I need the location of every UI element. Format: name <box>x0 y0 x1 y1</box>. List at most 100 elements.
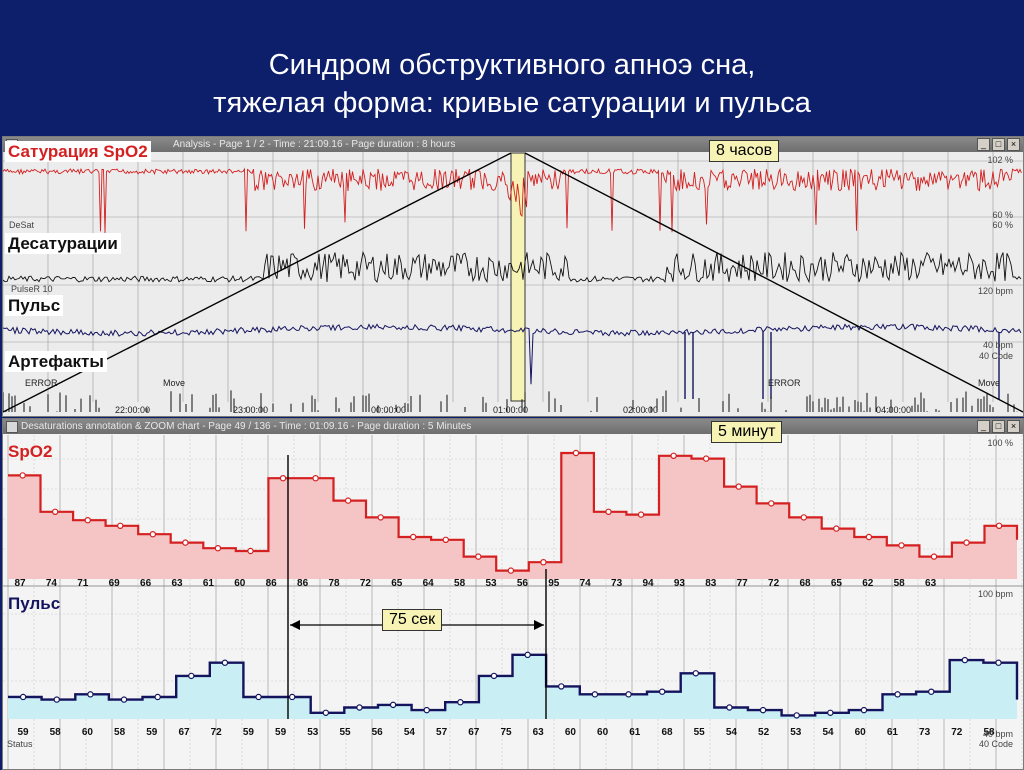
spo2-point <box>605 508 612 516</box>
analysis-titlebar-text: Analysis - Page 1 / 2 - Time : 21:09.16 … <box>173 139 456 150</box>
pulse-tick-label: 72 <box>211 727 223 738</box>
analysis-window: Analysis - Page 1 / 2 - Time : 21:09.16 … <box>2 136 1024 417</box>
pulse-point <box>726 704 733 711</box>
pulse-tick-label: 67 <box>468 727 480 738</box>
pulse-point <box>558 683 565 690</box>
spo2-overview-trace <box>3 167 1022 234</box>
pulse-tick-label: 67 <box>178 727 190 738</box>
pulse-tick-label: 58 <box>983 727 995 738</box>
spo2-point <box>865 533 873 541</box>
spo2-point <box>279 475 287 482</box>
spo2-point <box>735 483 742 490</box>
pulse-area <box>8 654 1017 719</box>
spo2-point <box>19 472 26 479</box>
maximize-button[interactable]: □ <box>992 138 1005 151</box>
spo2-area <box>8 453 1017 579</box>
pulse-tick-label: 59 <box>275 727 287 738</box>
pulse-point <box>87 691 94 698</box>
spo2-tick-label: 86 <box>266 578 278 589</box>
close-button[interactable]: × <box>1007 420 1020 433</box>
spo2-point <box>344 497 352 504</box>
spo2-tick-label: 58 <box>894 578 906 589</box>
pulse-tick-label: 60 <box>855 727 867 738</box>
spo2-point <box>247 547 254 555</box>
spo2-point <box>833 525 840 532</box>
spo2-tick-label: 78 <box>328 578 340 589</box>
spo2-point <box>637 511 645 518</box>
spo2-tick-label: 66 <box>140 578 152 589</box>
minimize-button[interactable]: _ <box>977 138 990 151</box>
label-pulse: Пульс <box>5 295 64 316</box>
pulse-tick-label: 55 <box>694 727 706 738</box>
pulse-point <box>591 691 599 698</box>
status-label: Status <box>7 739 33 749</box>
spo2-point <box>377 514 384 521</box>
spo2-tick-label: 74 <box>46 578 58 589</box>
maximize-button[interactable]: □ <box>992 420 1005 433</box>
spo2-tick-label: 68 <box>799 578 811 589</box>
spo2-point <box>475 553 482 560</box>
minimize-button[interactable]: _ <box>977 420 990 433</box>
spo2-tick-label: 63 <box>925 578 937 589</box>
slide-title: Синдром обструктивного апноэ сна, тяжела… <box>0 46 1024 122</box>
scale-code: 40 Code <box>978 351 1013 361</box>
spo2-point <box>182 539 189 546</box>
spo2-tick-label: 58 <box>454 578 466 589</box>
spo2-tick-label: 86 <box>297 578 309 589</box>
scale-pulse-40: 40 bpm <box>982 340 1013 350</box>
pulse-point <box>658 688 666 695</box>
scale-pulse-zoom-40: 40 bpm <box>982 729 1013 739</box>
pulse-tick-label: 53 <box>307 727 319 738</box>
zoom-window: Desaturations annotation & ZOOM chart - … <box>2 418 1024 770</box>
spo2-point <box>442 536 449 544</box>
pulse-point <box>490 672 498 680</box>
spo2-point <box>540 558 547 566</box>
pulse-point <box>423 706 430 714</box>
pulse-tick-label: 72 <box>951 727 963 738</box>
callout-8-hours: 8 часов <box>709 140 780 162</box>
spo2-point <box>410 533 417 541</box>
pulse-tick-label: 68 <box>661 727 673 738</box>
spo2-tick-label: 61 <box>203 578 215 589</box>
spo2-tick-label: 83 <box>705 578 717 589</box>
spo2-tick-label: 65 <box>831 578 843 589</box>
spo2-tick-label: 74 <box>580 578 592 589</box>
arrow-head-right <box>534 620 544 630</box>
pulse-tick-label: 59 <box>17 727 29 738</box>
pulse-point <box>759 706 767 714</box>
pulse-tick-label: 54 <box>404 727 416 738</box>
spo2-tick-label: 62 <box>862 578 874 589</box>
spo2-point <box>995 522 1003 530</box>
pulse-point <box>289 693 296 701</box>
scale-spo2-top: 102 % <box>987 155 1013 165</box>
time-label: 04:00:00 <box>876 405 911 415</box>
pulse-point <box>322 709 330 716</box>
spo2-tick-label: 72 <box>768 578 780 589</box>
scale-desat: DeSat <box>9 220 35 230</box>
scale-spo2-60a: 60 % <box>992 210 1013 220</box>
window-icon <box>6 421 18 433</box>
pulse-tick-label: 53 <box>790 727 802 738</box>
pulse-point <box>625 691 632 698</box>
pulse-point <box>188 672 195 680</box>
spo2-tick-label: 77 <box>737 578 749 589</box>
spo2-point <box>149 530 157 538</box>
zoom-titlebar-text: Desaturations annotation & ZOOM chart - … <box>21 421 472 432</box>
pulse-point <box>928 688 935 695</box>
close-button[interactable]: × <box>1007 138 1020 151</box>
pulse-tick-label: 54 <box>822 727 834 738</box>
scale-code-zoom: 40 Code <box>978 739 1013 749</box>
spo2-point <box>800 514 808 521</box>
spo2-tick-label: 73 <box>611 578 623 589</box>
time-label: 22:00:00 <box>115 405 150 415</box>
event-label: Move <box>978 378 1000 388</box>
spo2-tick-label: 93 <box>674 578 686 589</box>
pulse-tick-label: 61 <box>629 727 641 738</box>
spo2-point <box>702 455 710 462</box>
pulse-tick-label: 60 <box>597 727 609 738</box>
pulse-point <box>524 651 531 659</box>
event-label: ERROR <box>25 378 58 388</box>
spo2-tick-label: 95 <box>548 578 560 589</box>
spo2-tick-label: 56 <box>517 578 529 589</box>
event-label: ERROR <box>768 378 801 388</box>
